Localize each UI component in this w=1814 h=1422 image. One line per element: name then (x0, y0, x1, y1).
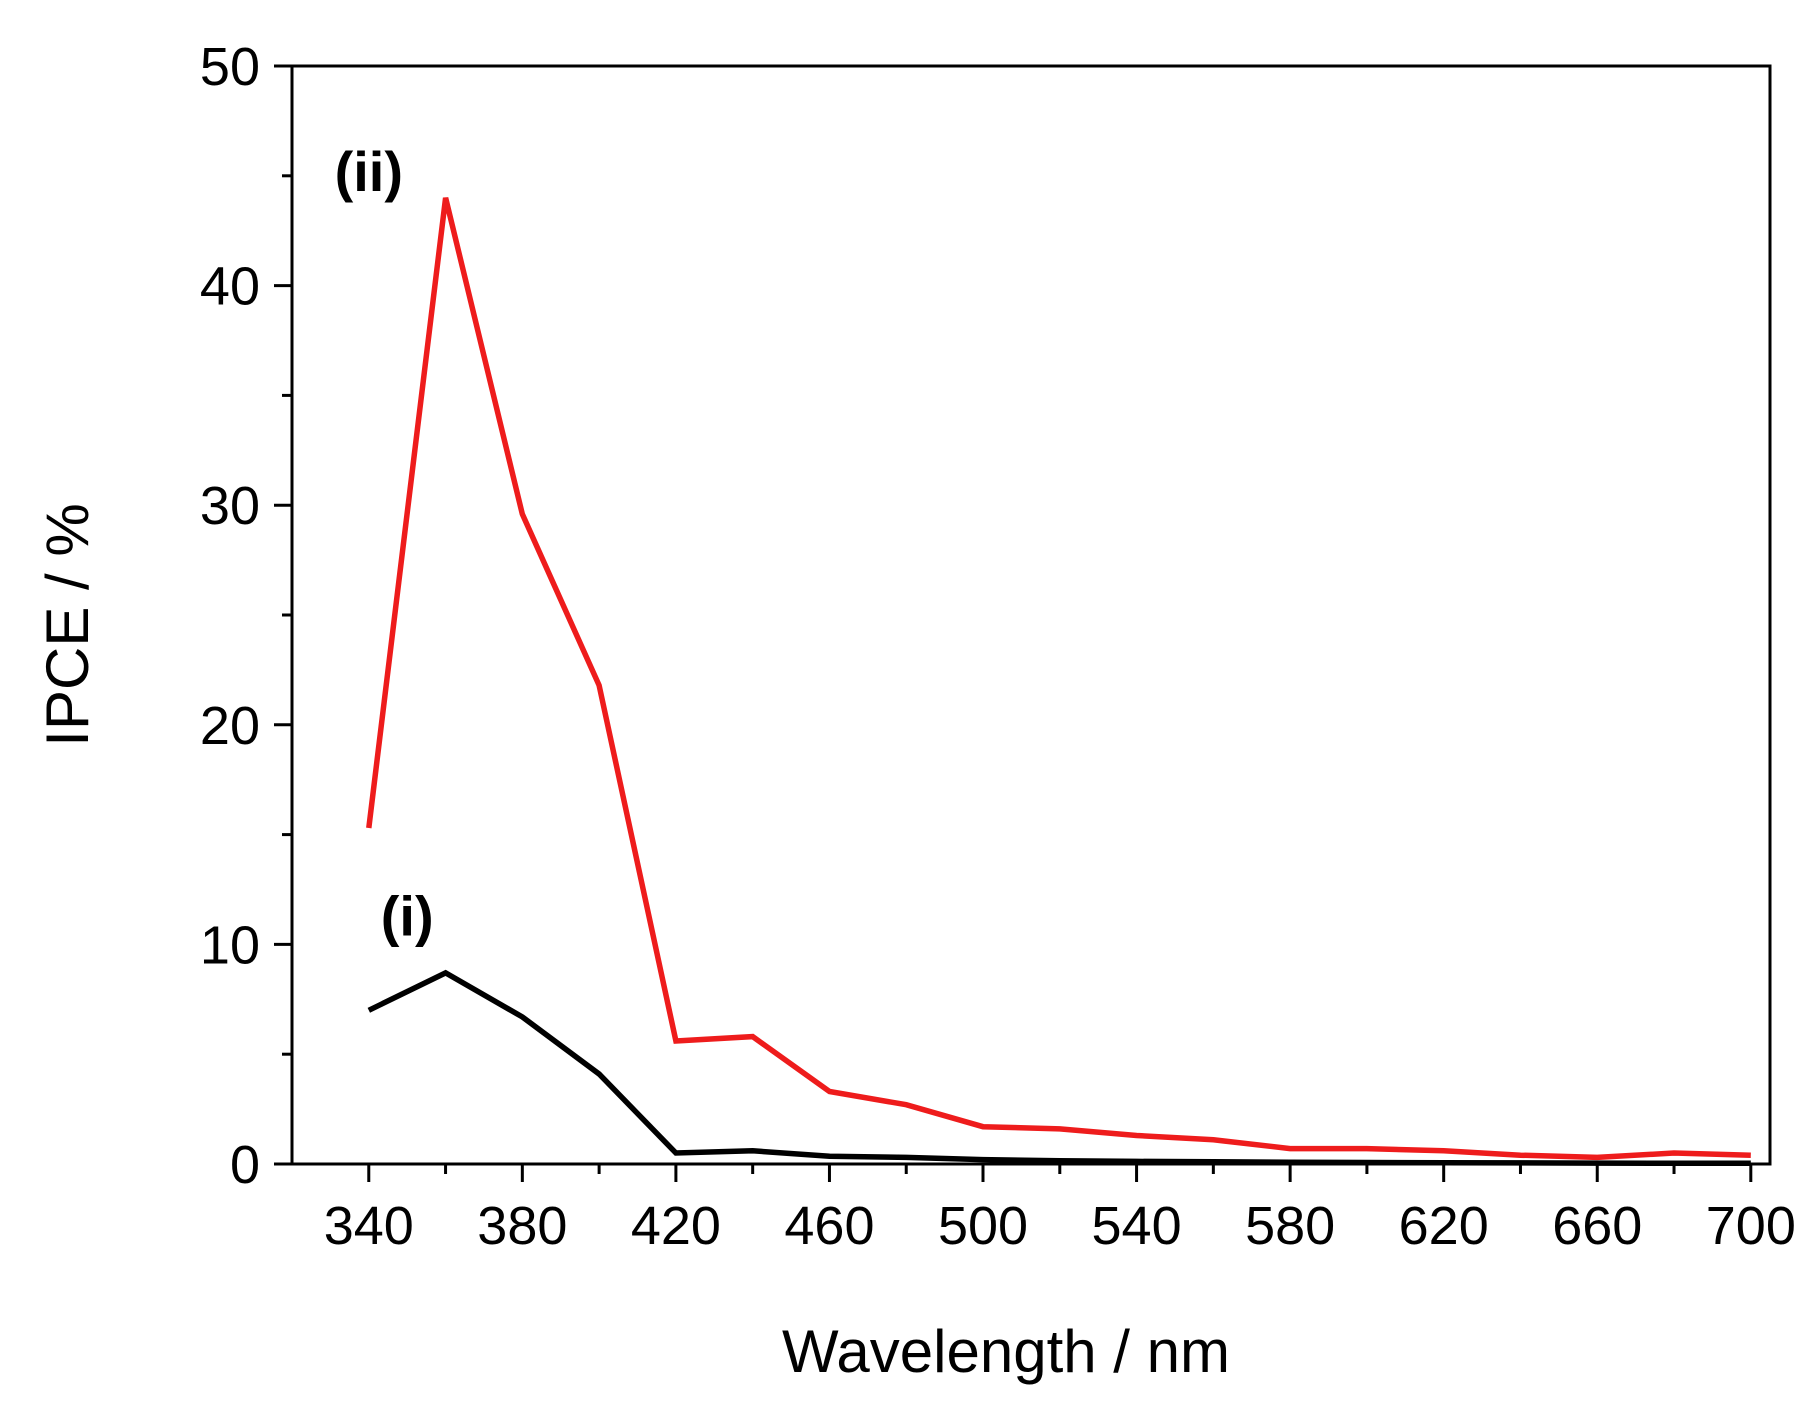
x-tick-label: 540 (1092, 1196, 1182, 1256)
y-tick-label: 30 (200, 476, 260, 536)
series-annotation: (ii) (335, 140, 403, 203)
plot-frame (290, 64, 1772, 1166)
x-tick-label: 660 (1552, 1196, 1642, 1256)
series-annotation: (i) (381, 885, 434, 948)
x-tick-label: 380 (477, 1196, 567, 1256)
x-tick-label: 500 (938, 1196, 1028, 1256)
y-tick-label: 40 (200, 257, 260, 317)
y-tick-label: 10 (200, 915, 260, 975)
y-axis-title: IPCE / % (34, 503, 101, 746)
x-tick-label: 460 (784, 1196, 874, 1256)
x-tick-label: 340 (324, 1196, 414, 1256)
series-line-i (367, 969, 1751, 1167)
x-tick-label: 580 (1245, 1196, 1335, 1256)
series-line-ii (366, 197, 1751, 1161)
x-tick-label: 700 (1706, 1196, 1796, 1256)
x-axis-title: Wavelength / nm (782, 1318, 1230, 1385)
x-tick-label: 420 (631, 1196, 721, 1256)
y-tick-label: 0 (230, 1135, 260, 1195)
x-tick-label: 620 (1399, 1196, 1489, 1256)
y-tick-label: 50 (200, 37, 260, 97)
y-tick-label: 20 (200, 696, 260, 756)
